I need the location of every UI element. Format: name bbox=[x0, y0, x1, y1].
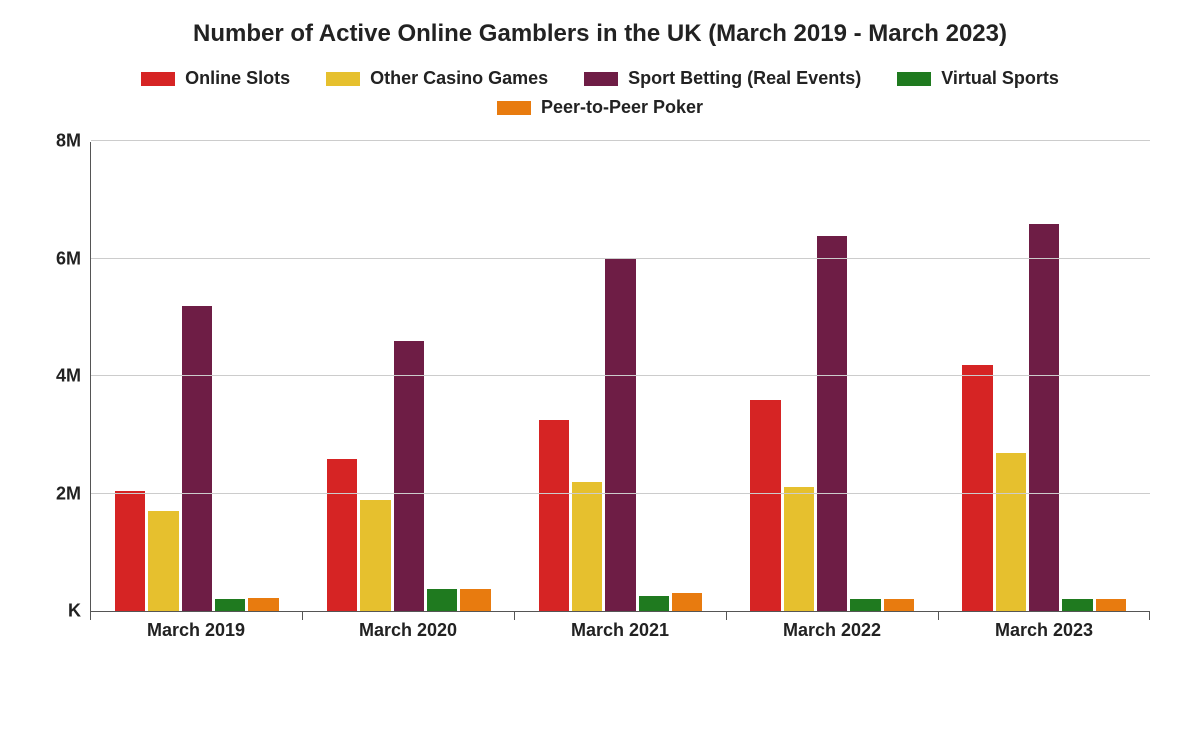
xtick-mark bbox=[726, 612, 727, 620]
bars-layer bbox=[91, 142, 1150, 611]
xtick-label: March 2020 bbox=[302, 620, 514, 641]
xtick-label: March 2023 bbox=[938, 620, 1150, 641]
bar bbox=[750, 400, 780, 611]
legend-swatch bbox=[897, 72, 931, 86]
legend-item: Sport Betting (Real Events) bbox=[584, 68, 861, 89]
legend-label: Peer-to-Peer Poker bbox=[541, 97, 703, 118]
legend-label: Online Slots bbox=[185, 68, 290, 89]
bar bbox=[248, 598, 278, 611]
bar bbox=[784, 487, 814, 611]
xtick-mark bbox=[514, 612, 515, 620]
legend: Online Slots Other Casino Games Sport Bett… bbox=[30, 64, 1170, 122]
bar bbox=[672, 593, 702, 611]
xtick-mark bbox=[938, 612, 939, 620]
xtick-label: March 2019 bbox=[90, 620, 302, 641]
bar-group bbox=[938, 142, 1150, 611]
bar bbox=[115, 491, 145, 611]
bar bbox=[850, 599, 880, 611]
bar bbox=[572, 482, 602, 611]
bar bbox=[394, 341, 424, 611]
legend-item: Other Casino Games bbox=[326, 68, 548, 89]
xaxis-group: March 2019 bbox=[90, 620, 302, 641]
bar bbox=[962, 365, 992, 611]
bar bbox=[605, 259, 635, 611]
ytick-label: 2M bbox=[56, 483, 91, 504]
xtick-label: March 2022 bbox=[726, 620, 938, 641]
bar bbox=[539, 420, 569, 611]
legend-item: Virtual Sports bbox=[897, 68, 1059, 89]
legend-swatch bbox=[326, 72, 360, 86]
bar bbox=[427, 589, 457, 611]
xtick-label: March 2021 bbox=[514, 620, 726, 641]
ytick-label: 6M bbox=[56, 248, 91, 269]
xaxis-group: March 2020 bbox=[302, 620, 514, 641]
gridline bbox=[91, 258, 1150, 259]
legend-label: Other Casino Games bbox=[370, 68, 548, 89]
bar bbox=[360, 500, 390, 611]
ytick-label: 8M bbox=[56, 131, 91, 152]
bar-group bbox=[91, 142, 303, 611]
legend-label: Sport Betting (Real Events) bbox=[628, 68, 861, 89]
gridline bbox=[91, 375, 1150, 376]
ytick-label: 4M bbox=[56, 366, 91, 387]
bar bbox=[996, 453, 1026, 611]
bar bbox=[817, 236, 847, 611]
bar bbox=[1096, 599, 1126, 611]
bar bbox=[884, 599, 914, 611]
gridline bbox=[91, 493, 1150, 494]
bar bbox=[182, 306, 212, 611]
xtick-mark bbox=[1149, 612, 1150, 620]
bar bbox=[639, 596, 669, 611]
bar bbox=[327, 459, 357, 611]
bar-group bbox=[726, 142, 938, 611]
bar bbox=[148, 511, 178, 611]
xaxis-group: March 2022 bbox=[726, 620, 938, 641]
ytick-label: K bbox=[68, 601, 91, 622]
chart-title: Number of Active Online Gamblers in the … bbox=[30, 20, 1170, 48]
bar-group bbox=[515, 142, 727, 611]
x-axis: March 2019March 2020March 2021March 2022… bbox=[90, 620, 1150, 641]
legend-item: Online Slots bbox=[141, 68, 290, 89]
bar bbox=[1062, 599, 1092, 611]
plot-wrap: K2M4M6M8M March 2019March 2020March 2021… bbox=[90, 142, 1150, 641]
xaxis-group: March 2023 bbox=[938, 620, 1150, 641]
xtick-mark bbox=[90, 612, 91, 620]
legend-item: Peer-to-Peer Poker bbox=[497, 97, 703, 118]
legend-label: Virtual Sports bbox=[941, 68, 1059, 89]
legend-swatch bbox=[584, 72, 618, 86]
xaxis-group: March 2021 bbox=[514, 620, 726, 641]
xtick-mark bbox=[302, 612, 303, 620]
legend-swatch bbox=[497, 101, 531, 115]
legend-swatch bbox=[141, 72, 175, 86]
bar bbox=[460, 589, 490, 611]
bar bbox=[1029, 224, 1059, 611]
gridline bbox=[91, 140, 1150, 141]
bar bbox=[215, 599, 245, 611]
plot-area: K2M4M6M8M bbox=[90, 142, 1150, 612]
bar-group bbox=[303, 142, 515, 611]
